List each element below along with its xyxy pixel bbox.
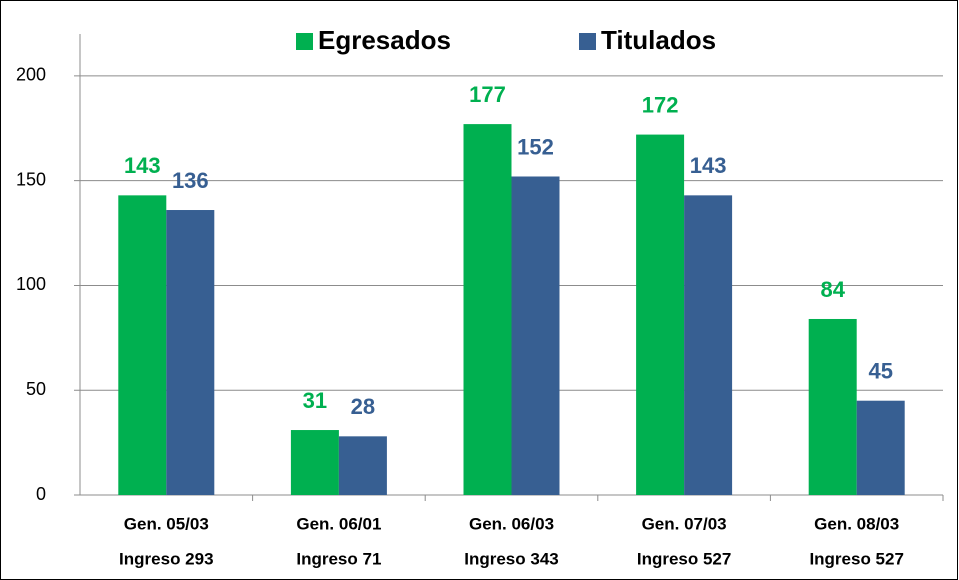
x-tick-label: Ingreso 527 xyxy=(809,549,904,568)
x-tick-label: Ingreso 527 xyxy=(637,549,732,568)
bar xyxy=(684,195,733,495)
x-tick-label: Gen. 06/03 xyxy=(469,514,554,533)
value-label: 172 xyxy=(642,92,679,117)
value-label: 143 xyxy=(124,153,161,178)
value-label: 143 xyxy=(690,153,727,178)
legend-swatch xyxy=(296,33,313,50)
bar xyxy=(511,176,560,495)
value-label: 31 xyxy=(303,388,327,413)
y-tick-label: 100 xyxy=(16,274,46,294)
legend-swatch xyxy=(579,33,596,50)
x-tick-label: Gen. 05/03 xyxy=(124,514,209,533)
y-tick-label: 200 xyxy=(16,65,46,85)
bar xyxy=(636,134,685,495)
value-label: 152 xyxy=(517,134,554,159)
bar xyxy=(463,124,512,495)
y-tick-label: 50 xyxy=(26,379,46,399)
value-label: 84 xyxy=(820,277,845,302)
value-label: 45 xyxy=(868,359,892,384)
legend-label: Egresados xyxy=(318,25,451,55)
x-tick-label: Gen. 08/03 xyxy=(814,514,899,533)
bar xyxy=(290,430,339,495)
y-tick-label: 0 xyxy=(36,484,46,504)
x-tick-label: Gen. 06/01 xyxy=(296,514,381,533)
bar xyxy=(338,436,387,495)
bar xyxy=(118,195,167,495)
bar xyxy=(808,318,857,495)
bar xyxy=(166,210,215,495)
x-tick-label: Ingreso 71 xyxy=(296,549,381,568)
x-tick-label: Ingreso 343 xyxy=(464,549,559,568)
bar xyxy=(856,400,905,495)
value-label: 28 xyxy=(351,394,375,419)
y-tick-label: 150 xyxy=(16,169,46,189)
value-label: 136 xyxy=(172,168,209,193)
x-tick-label: Gen. 07/03 xyxy=(642,514,727,533)
x-tick-label: Ingreso 293 xyxy=(119,549,214,568)
legend-label: Titulados xyxy=(601,25,716,55)
value-label: 177 xyxy=(469,82,506,107)
